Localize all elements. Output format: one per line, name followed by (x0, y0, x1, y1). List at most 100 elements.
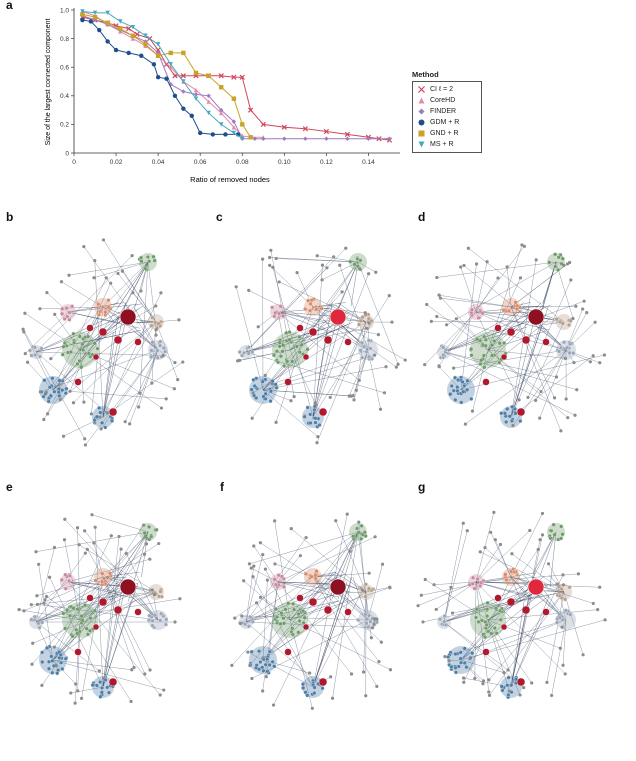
node (305, 693, 310, 698)
node (273, 310, 278, 315)
node (85, 547, 89, 551)
edge (487, 244, 523, 351)
node (472, 586, 477, 591)
node (274, 349, 280, 354)
data-point (113, 47, 119, 53)
node (483, 545, 487, 550)
edge (132, 326, 159, 351)
node (46, 666, 52, 671)
node (429, 319, 433, 323)
edge (136, 321, 157, 324)
node (147, 259, 152, 264)
node (493, 606, 499, 611)
node (287, 337, 292, 342)
node (474, 262, 479, 266)
node (83, 443, 88, 447)
edge (247, 651, 314, 688)
edge (79, 305, 156, 351)
node (559, 524, 564, 529)
node (157, 343, 163, 348)
edge (54, 314, 81, 351)
node (598, 585, 602, 589)
edge (475, 261, 488, 313)
node (89, 412, 93, 416)
node (261, 552, 265, 557)
node (249, 387, 254, 392)
node (547, 260, 552, 265)
node (61, 611, 66, 616)
node (139, 255, 144, 260)
node (73, 701, 77, 705)
node (48, 393, 53, 398)
node (100, 571, 105, 576)
node (263, 662, 268, 667)
edge (443, 310, 522, 353)
edge (245, 600, 339, 623)
edge (61, 281, 104, 308)
edge (444, 619, 567, 657)
data-point (180, 73, 186, 79)
data-point (345, 136, 350, 141)
node (58, 398, 62, 402)
edge (475, 311, 549, 331)
node (163, 622, 168, 627)
edge (35, 351, 108, 413)
node (459, 265, 463, 269)
node (150, 623, 155, 628)
nodes (234, 246, 407, 445)
data-point (231, 96, 237, 101)
node (560, 617, 565, 622)
edge (475, 544, 501, 583)
node (267, 649, 272, 654)
node (97, 669, 101, 673)
node (560, 625, 564, 629)
node (267, 662, 272, 668)
node (17, 608, 21, 612)
node (252, 564, 256, 568)
node (281, 584, 287, 589)
node (498, 617, 503, 622)
edge (138, 349, 159, 408)
edge (87, 549, 104, 578)
edge (326, 261, 359, 305)
nodes (423, 243, 607, 433)
node (576, 572, 581, 576)
data-point (282, 136, 287, 141)
node (247, 562, 252, 566)
node (79, 696, 84, 701)
node (559, 595, 564, 600)
node (97, 405, 102, 411)
x-tick-label: 0.04 (152, 159, 165, 166)
y-tick-label: 0.8 (60, 36, 69, 43)
edge (67, 581, 161, 696)
node (348, 259, 353, 264)
node (351, 534, 356, 539)
edge (117, 261, 149, 309)
removed-node (284, 378, 292, 386)
data-point (252, 136, 258, 141)
node (473, 676, 477, 680)
edge (332, 531, 359, 699)
node (465, 529, 469, 533)
node (560, 321, 565, 326)
node (518, 276, 523, 280)
node (277, 280, 281, 284)
edge (487, 619, 561, 649)
node (462, 680, 466, 684)
node (492, 339, 497, 344)
removed-node (494, 594, 502, 602)
removed-node (506, 597, 516, 607)
node (92, 541, 96, 545)
series-line (82, 15, 390, 140)
edge (35, 255, 133, 353)
node (449, 383, 454, 389)
node (77, 358, 82, 364)
node (474, 607, 479, 612)
node (52, 645, 56, 649)
legend-item: MS + R (417, 139, 477, 150)
node (442, 619, 447, 624)
node (550, 693, 554, 698)
edge (291, 528, 367, 593)
edge (312, 326, 340, 418)
edge (316, 321, 367, 443)
